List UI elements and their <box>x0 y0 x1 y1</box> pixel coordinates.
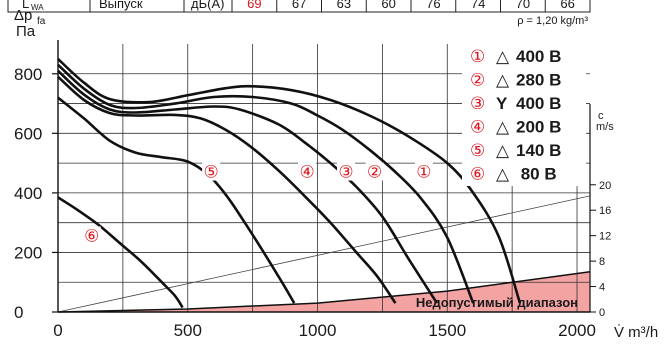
series-label-1: ① <box>416 163 431 182</box>
header-unit: дБ(А) <box>191 0 224 11</box>
right-tick-label: 12 <box>599 231 611 243</box>
header-value: 63 <box>337 0 351 11</box>
legend-number: ⑤ <box>470 141 485 160</box>
x-tick-label: 2000 <box>558 321 596 340</box>
series-label-bg <box>298 162 317 181</box>
legend-connection-symbol: △ <box>496 141 510 160</box>
forbidden-range-area <box>58 271 590 312</box>
x-axis-label: V̇ m³/h <box>614 324 658 341</box>
series-label-bg <box>337 162 356 181</box>
y-tick-label: 400 <box>14 184 42 203</box>
legend-connection-symbol: Y <box>496 94 508 113</box>
legend-voltage: 280 В <box>516 71 561 90</box>
legend-voltage: 140 В <box>516 141 561 160</box>
header-label-lwa-sub: WA <box>31 3 44 12</box>
legend-number: ⑥ <box>470 165 485 184</box>
forbidden-boundary-curve <box>57 271 591 313</box>
header-value: 70 <box>516 0 530 11</box>
legend-voltage: 400 В <box>516 94 561 113</box>
y-axis-unit: Па <box>16 23 36 40</box>
legend-voltage: 80 В <box>516 165 557 184</box>
legend-connection-symbol: △ <box>496 71 510 90</box>
right-axis-unit: m/s <box>596 121 614 133</box>
right-tick-label: 4 <box>599 282 605 294</box>
series-label-bg <box>202 162 221 181</box>
legend-number: ② <box>470 71 485 90</box>
header-value: 74 <box>471 0 485 11</box>
header-value: 76 <box>426 0 440 11</box>
y-axis-label: Δp <box>14 7 32 24</box>
y-axis-label-sub: fa <box>37 16 46 27</box>
legend-connection-symbol: △ <box>496 118 510 137</box>
legend-number: ④ <box>470 118 485 137</box>
y-tick-label: 600 <box>14 124 42 143</box>
header-label-outlet: Выпуск <box>99 0 143 11</box>
header-table: L WA Выпуск дБ(А) 69 67 63 60 76 74 70 66 <box>7 0 591 13</box>
header-label-lwa: L <box>22 0 29 11</box>
series-label-5: ⑤ <box>203 163 218 182</box>
x-tick-label: 500 <box>174 321 202 340</box>
legend-connection-symbol: △ <box>496 47 510 66</box>
right-tick-label: 16 <box>599 205 611 217</box>
series-line-2 <box>57 63 475 304</box>
header-value: 69 <box>247 0 261 11</box>
legend-number: ① <box>470 47 485 66</box>
legend-connection-symbol: △ <box>496 165 510 184</box>
system-line <box>57 195 591 313</box>
series-line-5 <box>57 96 296 304</box>
legend: ① △ 400 В ② △ 280 В ③ Y 400 В ④ △ 200 В ⑤ △ 140 В ⑥ △ 80… <box>462 40 586 186</box>
header-value: 67 <box>292 0 306 11</box>
right-axis-label: c <box>598 110 604 122</box>
header-value: 66 <box>560 0 574 11</box>
x-tick-label: 1000 <box>299 321 337 340</box>
right-tick-label: 20 <box>599 180 611 192</box>
right-tick-label: 8 <box>599 256 605 268</box>
series-line-1 <box>57 57 522 304</box>
legend-bg <box>462 40 586 186</box>
series-label-bg <box>414 162 433 181</box>
series-label-bg <box>82 226 101 245</box>
series-label-3: ③ <box>338 163 353 182</box>
density-note: ρ = 1,20 kg/m³ <box>517 15 588 27</box>
x-tick-label: 1500 <box>428 321 466 340</box>
series-line-4 <box>57 75 397 304</box>
series-label-bg <box>365 162 384 181</box>
series-label-2: ② <box>367 163 382 182</box>
x-tick-label: 0 <box>53 321 62 340</box>
legend-voltage: 400 В <box>516 47 561 66</box>
y-tick-label: 200 <box>14 243 42 262</box>
legend-number: ③ <box>470 94 485 113</box>
right-tick-label: 0 <box>599 307 605 319</box>
series-label-6: ⑥ <box>84 227 99 246</box>
y-tick-label: 800 <box>14 65 42 84</box>
y-tick-label: 0 <box>14 303 23 322</box>
series-line-3 <box>57 69 438 304</box>
header-value: 60 <box>381 0 395 11</box>
legend-voltage: 200 В <box>516 118 561 137</box>
series-label-4: ④ <box>300 163 315 182</box>
series-line-6 <box>57 196 184 309</box>
forbidden-range-label: Недопустимый диапазон <box>416 295 578 310</box>
